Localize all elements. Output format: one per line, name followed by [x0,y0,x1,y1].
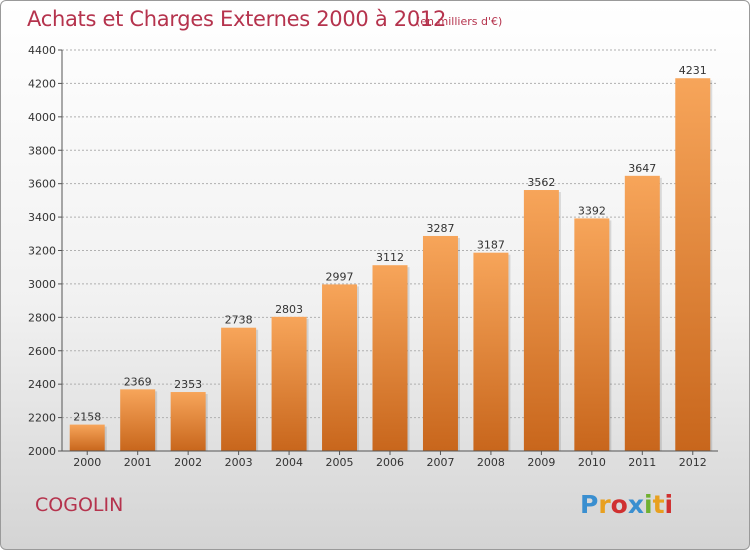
logo-letter: r [598,490,611,519]
logo-letter: i [664,490,674,519]
x-tick-label-2002: 2002 [174,456,202,469]
logo-letter: t [652,490,665,519]
y-tick-label: 2000 [28,445,56,458]
x-tick-label-2003: 2003 [225,456,253,469]
value-label-2001: 2369 [124,375,152,388]
value-label-2003: 2738 [225,314,253,327]
y-tick-label: 2600 [28,345,56,358]
logo-letter: i [644,490,653,519]
value-label-2002: 2353 [174,378,202,391]
value-label-2000: 2158 [73,411,101,424]
y-tick-label: 2800 [28,311,56,324]
value-label-2009: 3562 [527,176,555,189]
value-label-2005: 2997 [326,270,354,283]
bar-2012 [675,78,711,451]
logo-letter: P [580,490,599,519]
value-label-2010: 3392 [578,204,606,217]
value-label-2007: 3287 [426,222,454,235]
chart-subtitle: (en milliers d'€) [416,15,503,28]
logo-letter: x [627,490,644,519]
commune-name: COGOLIN [35,494,124,516]
y-tick-label: 4400 [28,44,56,57]
value-label-2006: 3112 [376,251,404,264]
x-tick-label-2006: 2006 [376,456,404,469]
x-tick-label-2008: 2008 [477,456,505,469]
bar-2000 [69,424,105,451]
bar-2011 [624,175,660,451]
y-tick-label: 3400 [28,211,56,224]
bar-2005 [322,284,358,451]
x-tick-label-2004: 2004 [275,456,303,469]
label-layer: 2000 2200 2400 2600 2800 3000 3200 3400 3600 3800… [28,44,707,469]
bar-2002 [170,392,206,451]
bar-layer [69,78,713,451]
bar-2003 [221,327,257,451]
bar-2006 [372,265,408,451]
x-tick-label-2000: 2000 [73,456,101,469]
bar-2010 [574,218,610,451]
value-label-2012: 4231 [679,64,707,77]
x-tick-label-2007: 2007 [426,456,454,469]
logo-letter: o [610,490,628,519]
y-tick-label: 3200 [28,245,56,258]
x-tick-label-2001: 2001 [124,456,152,469]
chart-title: Achats et Charges Externes 2000 à 2012 [27,7,447,31]
y-tick-label: 2200 [28,412,56,425]
value-label-2008: 3187 [477,239,505,252]
y-tick-label: 3600 [28,178,56,191]
x-tick-label-2012: 2012 [679,456,707,469]
proxiti-logo[interactable]: Proxiti [580,490,673,519]
value-label-2011: 3647 [628,162,656,175]
axis-layer [58,49,718,455]
bar-2009 [523,190,559,451]
bar-2004 [271,316,307,451]
x-tick-label-2010: 2010 [578,456,606,469]
x-tick-label-2009: 2009 [527,456,555,469]
y-tick-label: 3000 [28,278,56,291]
x-tick-label-2005: 2005 [326,456,354,469]
y-tick-label: 4000 [28,111,56,124]
bar-2001 [120,389,156,451]
bar-2008 [473,252,509,451]
value-label-2004: 2803 [275,303,303,316]
x-tick-label-2011: 2011 [628,456,656,469]
y-tick-label: 2400 [28,378,56,391]
y-tick-label: 3800 [28,144,56,157]
bar-2007 [422,235,458,451]
y-tick-label: 4200 [28,77,56,90]
